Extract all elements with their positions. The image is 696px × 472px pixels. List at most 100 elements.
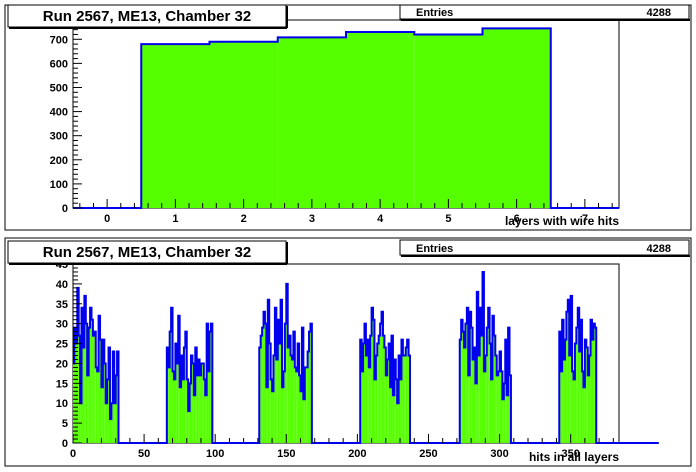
x-tick-label: 100 [206, 448, 224, 460]
histogram-bar [582, 371, 584, 443]
histogram-bar [74, 327, 76, 443]
y-tick-label: 20 [56, 358, 68, 370]
x-tick-label: 7 [582, 213, 588, 225]
x-axis-label: layers with wire hits [505, 214, 619, 228]
y-tick-label: 500 [50, 82, 68, 94]
x-axis-label: hits in all layers [529, 450, 619, 464]
histogram-bar [296, 371, 298, 443]
histogram-bar [294, 367, 297, 443]
x-tick-label: 350 [561, 448, 579, 460]
histogram-bar [560, 371, 563, 443]
histogram-bar [97, 371, 99, 443]
histogram-bar [173, 379, 176, 443]
histogram-bar [361, 371, 364, 443]
chart-title: Run 2567, ME13, Chamber 32 [43, 8, 251, 25]
histogram-bar [141, 44, 210, 208]
histogram-bar [394, 359, 396, 443]
histogram-bar [284, 323, 287, 443]
histogram-bar [591, 339, 594, 443]
histogram-bar [563, 359, 565, 443]
histogram-bar [374, 379, 376, 443]
histogram-bar [109, 419, 112, 443]
stats-box: Entries 4288 [399, 239, 690, 257]
title-box: Run 2567, ME13, Chamber 32 [7, 4, 288, 29]
histogram-bar [401, 339, 403, 443]
histogram-bar [498, 371, 500, 443]
histogram-bar [176, 363, 179, 443]
histogram-bar [282, 387, 284, 443]
histogram-bar [279, 343, 281, 443]
histogram-bar [88, 327, 91, 443]
histogram-bar [91, 319, 93, 443]
histogram-bar [291, 359, 294, 443]
histogram-bar [262, 327, 264, 443]
histogram-bar [375, 355, 378, 443]
histogram-bar [576, 327, 578, 443]
y-tick-label: 100 [50, 179, 68, 191]
histogram-bar [181, 355, 183, 443]
histogram-bar [485, 355, 487, 443]
histogram-bar [392, 395, 395, 443]
histogram-bar [299, 375, 301, 443]
histogram-bar [297, 343, 300, 443]
histogram-bar [105, 403, 108, 443]
histogram-bar [307, 351, 310, 443]
histogram-bar [209, 41, 278, 208]
histogram-bar [368, 367, 371, 443]
y-tick-label: 600 [50, 58, 68, 70]
histogram-bar [205, 395, 207, 443]
histogram-bar [191, 355, 193, 443]
histogram-bar [107, 379, 109, 443]
histogram-bar [269, 343, 271, 443]
histogram-bar [196, 375, 199, 443]
histogram-bar [90, 307, 92, 443]
histogram-bar [75, 343, 78, 443]
histogram-bar [503, 383, 506, 443]
histogram-bar [478, 355, 480, 443]
histogram-bar [208, 371, 210, 443]
y-tick-label: 0 [62, 203, 68, 215]
x-tick-label: 0 [104, 213, 110, 225]
histogram-bar [404, 355, 406, 443]
histogram-bar [473, 347, 476, 443]
histogram-bar [573, 379, 575, 443]
histogram-outline [73, 27, 619, 209]
histogram-bar [179, 387, 182, 443]
histogram-bar [263, 311, 265, 443]
histogram-bar [293, 331, 295, 443]
histogram-bar [388, 343, 391, 443]
histogram-bar [479, 307, 482, 443]
histogram-bar [300, 391, 302, 443]
histogram-bar [462, 331, 465, 443]
stats-value: 4288 [647, 243, 671, 255]
y-tick-label: 300 [50, 131, 68, 143]
histogram-bar [287, 347, 290, 443]
x-tick-label: 300 [490, 448, 508, 460]
histogram-bar [87, 375, 89, 443]
histogram-bar [283, 371, 285, 443]
histogram-bar [489, 343, 492, 443]
histogram-bar [203, 379, 206, 443]
histogram-bar [506, 395, 509, 443]
histogram-bar [346, 32, 415, 208]
pad-hits-histogram: 051015202530354045 050100150200250300350… [4, 237, 692, 467]
y-tick-label: 35 [56, 299, 68, 311]
x-tick-label: 1 [172, 213, 178, 225]
y-tick-label: 0 [62, 438, 68, 450]
histogram-bar [380, 323, 382, 443]
histogram-bar [304, 367, 307, 443]
histogram-bar [580, 319, 583, 443]
histogram-bar [469, 311, 472, 443]
histogram-bar [378, 335, 381, 443]
histogram-bar [115, 375, 118, 443]
histogram-bar [584, 339, 587, 443]
histogram-bar [309, 331, 311, 443]
histogram-bar [371, 307, 374, 443]
x-tick-label: 2 [241, 213, 247, 225]
stats-label: Entries [416, 243, 453, 255]
histogram-bar [475, 383, 477, 443]
histogram-outline [73, 270, 659, 444]
histogram-bar [583, 387, 585, 443]
histogram-bar [499, 351, 501, 443]
